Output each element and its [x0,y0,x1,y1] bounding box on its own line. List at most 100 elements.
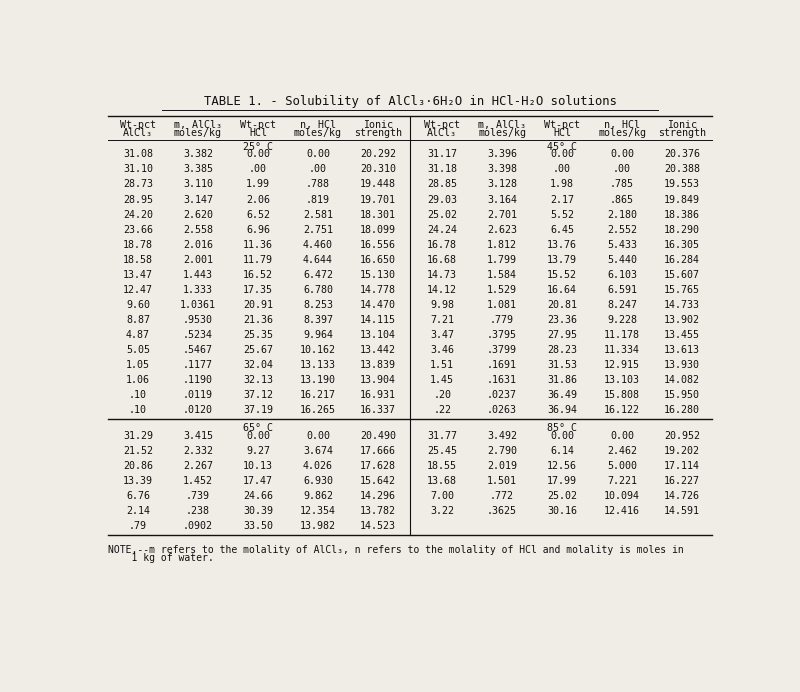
Text: 15.765: 15.765 [664,284,700,295]
Text: 28.95: 28.95 [123,194,153,205]
Text: 1.452: 1.452 [183,476,213,486]
Text: 16.122: 16.122 [604,405,640,415]
Text: 23.36: 23.36 [547,315,577,325]
Text: 12.354: 12.354 [300,507,336,516]
Text: m, AlCl₃: m, AlCl₃ [174,120,222,129]
Text: 36.94: 36.94 [547,405,577,415]
Text: 11.178: 11.178 [604,330,640,340]
Text: m, AlCl₃: m, AlCl₃ [478,120,526,129]
Text: 2.016: 2.016 [183,239,213,250]
Text: 2.267: 2.267 [183,462,213,471]
Text: strength: strength [354,127,402,138]
Text: 28.23: 28.23 [547,345,577,355]
Text: 12.47: 12.47 [123,284,153,295]
Text: 16.337: 16.337 [360,405,396,415]
Text: 2.620: 2.620 [183,210,213,219]
Text: 13.613: 13.613 [664,345,700,355]
Text: .1190: .1190 [183,375,213,385]
Text: 6.103: 6.103 [607,270,637,280]
Text: 20.310: 20.310 [360,165,396,174]
Text: 20.952: 20.952 [664,431,700,441]
Text: 17.666: 17.666 [360,446,396,456]
Text: 16.64: 16.64 [547,284,577,295]
Text: 24.20: 24.20 [123,210,153,219]
Text: .1631: .1631 [487,375,517,385]
Text: 13.982: 13.982 [300,521,336,531]
Text: 15.642: 15.642 [360,476,396,486]
Text: 14.470: 14.470 [360,300,396,310]
Text: moles/kg: moles/kg [478,127,526,138]
Text: 16.78: 16.78 [427,239,457,250]
Text: 16.52: 16.52 [243,270,273,280]
Text: 12.56: 12.56 [547,462,577,471]
Text: 2.701: 2.701 [487,210,517,219]
Text: .5234: .5234 [183,330,213,340]
Text: 5.000: 5.000 [607,462,637,471]
Text: 5.440: 5.440 [607,255,637,264]
Text: .3799: .3799 [487,345,517,355]
Text: 19.553: 19.553 [664,179,700,190]
Text: 0.00: 0.00 [610,149,634,159]
Text: .79: .79 [129,521,147,531]
Text: 6.780: 6.780 [303,284,333,295]
Text: 37.19: 37.19 [243,405,273,415]
Text: .5467: .5467 [183,345,213,355]
Text: 6.472: 6.472 [303,270,333,280]
Text: 13.133: 13.133 [300,360,336,370]
Text: 13.68: 13.68 [427,476,457,486]
Text: 31.10: 31.10 [123,165,153,174]
Text: 8.253: 8.253 [303,300,333,310]
Text: 8.87: 8.87 [126,315,150,325]
Text: .0263: .0263 [487,405,517,415]
Text: 13.839: 13.839 [360,360,396,370]
Text: n, HCl: n, HCl [604,120,640,129]
Text: .1691: .1691 [487,360,517,370]
Text: .819: .819 [306,194,330,205]
Text: 2.462: 2.462 [607,446,637,456]
Text: 5.05: 5.05 [126,345,150,355]
Text: .0237: .0237 [487,390,517,400]
Text: 2.552: 2.552 [607,225,637,235]
Text: 29.03: 29.03 [427,194,457,205]
Text: 8.247: 8.247 [607,300,637,310]
Text: 1.333: 1.333 [183,284,213,295]
Text: 25.02: 25.02 [547,491,577,501]
Text: 9.98: 9.98 [430,300,454,310]
Text: .0120: .0120 [183,405,213,415]
Text: 45° C: 45° C [547,142,577,152]
Text: 1.501: 1.501 [487,476,517,486]
Text: .00: .00 [553,165,571,174]
Text: 31.29: 31.29 [123,431,153,441]
Text: 1.0361: 1.0361 [180,300,216,310]
Text: .00: .00 [613,165,631,174]
Text: 1.584: 1.584 [487,270,517,280]
Text: 31.08: 31.08 [123,149,153,159]
Text: .20: .20 [433,390,451,400]
Text: 31.17: 31.17 [427,149,457,159]
Text: .739: .739 [186,491,210,501]
Text: 18.78: 18.78 [123,239,153,250]
Text: 12.915: 12.915 [604,360,640,370]
Text: 13.104: 13.104 [360,330,396,340]
Text: 14.296: 14.296 [360,491,396,501]
Text: 10.162: 10.162 [300,345,336,355]
Text: 11.334: 11.334 [604,345,640,355]
Text: 18.386: 18.386 [664,210,700,219]
Text: 0.00: 0.00 [610,431,634,441]
Text: 13.782: 13.782 [360,507,396,516]
Text: 13.455: 13.455 [664,330,700,340]
Text: 31.18: 31.18 [427,165,457,174]
Text: TABLE 1. - Solubility of AlCl₃·6H₂O in HCl-H₂O solutions: TABLE 1. - Solubility of AlCl₃·6H₂O in H… [203,95,617,108]
Text: 15.130: 15.130 [360,270,396,280]
Text: 15.607: 15.607 [664,270,700,280]
Text: 6.591: 6.591 [607,284,637,295]
Text: 2.17: 2.17 [550,194,574,205]
Text: 17.628: 17.628 [360,462,396,471]
Text: 16.931: 16.931 [360,390,396,400]
Text: 0.00: 0.00 [550,149,574,159]
Text: 24.24: 24.24 [427,225,457,235]
Text: 24.66: 24.66 [243,491,273,501]
Text: 15.52: 15.52 [547,270,577,280]
Text: 13.103: 13.103 [604,375,640,385]
Text: 13.79: 13.79 [547,255,577,264]
